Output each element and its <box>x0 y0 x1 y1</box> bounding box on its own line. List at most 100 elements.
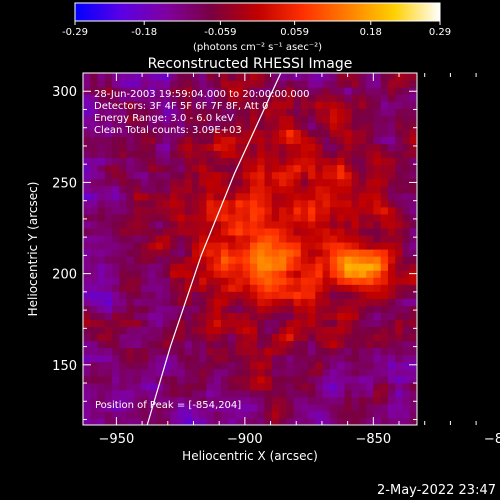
heatmap-cell <box>329 270 338 278</box>
heatmap-cell <box>90 206 99 215</box>
heatmap-cell <box>402 213 411 222</box>
heatmap-cell <box>387 206 396 215</box>
heatmap-cell <box>206 375 215 384</box>
heatmap-cell <box>271 263 280 271</box>
heatmap-cell <box>395 347 404 356</box>
heatmap-cell <box>112 403 120 412</box>
heatmap-cell <box>126 340 135 349</box>
heatmap-cell <box>257 143 266 152</box>
heatmap-cell <box>191 213 200 222</box>
heatmap-cell <box>257 192 266 201</box>
heatmap-cell <box>293 382 302 391</box>
heatmap-cell <box>199 206 208 215</box>
heatmap-cell <box>133 326 142 335</box>
heatmap-cell <box>104 333 113 342</box>
heatmap-cell <box>395 403 404 412</box>
heatmap-cell <box>206 164 215 173</box>
heatmap-cell <box>213 410 222 419</box>
heatmap-cell <box>148 368 157 377</box>
heatmap-cell <box>155 403 164 412</box>
heatmap-cell <box>148 80 157 88</box>
heatmap-cell <box>293 199 302 208</box>
heatmap-cell <box>177 305 186 313</box>
heatmap-cell <box>250 319 258 328</box>
heatmap-cell <box>395 220 404 229</box>
heatmap-cell <box>250 241 258 250</box>
heatmap-cell <box>170 298 178 306</box>
heatmap-cell <box>213 326 222 335</box>
heatmap-cell <box>315 87 324 95</box>
heatmap-cell <box>329 312 338 320</box>
heatmap-cell <box>119 122 128 130</box>
heatmap-cell <box>264 94 273 102</box>
heatmap-cell <box>380 410 389 419</box>
heatmap-cell <box>337 73 345 81</box>
heatmap-cell <box>293 389 302 398</box>
heatmap-cell <box>206 94 215 102</box>
heatmap-cell <box>279 277 287 285</box>
heatmap-cell <box>279 326 287 335</box>
heatmap-cell <box>184 150 193 159</box>
heatmap-cell <box>358 87 367 95</box>
heatmap-cell <box>141 368 149 377</box>
heatmap-cell <box>322 199 331 208</box>
heatmap-cell <box>184 270 193 278</box>
heatmap-cell <box>141 361 149 370</box>
heatmap-cell <box>315 143 324 152</box>
heatmap-cell <box>112 192 120 201</box>
heatmap-cell <box>184 108 193 116</box>
heatmap-cell <box>220 354 229 363</box>
heatmap-cell <box>112 227 120 236</box>
heatmap-cell <box>279 249 287 257</box>
heatmap-cell <box>402 150 411 159</box>
heatmap-cell <box>322 241 331 250</box>
heatmap-cell <box>133 368 142 377</box>
heatmap-cell <box>315 389 324 398</box>
heatmap-cell <box>213 80 222 88</box>
heatmap-cell <box>250 220 258 229</box>
heatmap-cell <box>104 340 113 349</box>
heatmap-cell <box>242 178 251 187</box>
heatmap-cell <box>395 263 404 271</box>
heatmap-cell <box>133 227 142 236</box>
heatmap-cell <box>228 101 237 109</box>
heatmap-cell <box>126 178 135 187</box>
heatmap-cell <box>395 298 404 306</box>
heatmap-cell <box>148 143 157 152</box>
heatmap-cell <box>315 220 324 229</box>
heatmap-cell <box>90 410 99 419</box>
heatmap-cell <box>395 284 404 292</box>
heatmap-cell <box>162 382 171 391</box>
heatmap-cell <box>257 87 266 95</box>
heatmap-cell <box>170 171 178 180</box>
heatmap-cell <box>293 143 302 152</box>
heatmap-cell <box>220 199 229 208</box>
heatmap-cell <box>90 361 99 370</box>
heatmap-cell <box>300 171 309 180</box>
heatmap-cell <box>315 136 324 144</box>
heatmap-cell <box>395 129 404 137</box>
heatmap-cell <box>322 354 331 363</box>
heatmap-cell <box>380 136 389 144</box>
heatmap-cell <box>300 396 309 405</box>
heatmap-cell <box>308 326 316 335</box>
heatmap-cell <box>344 312 353 320</box>
heatmap-cell <box>235 87 244 95</box>
heatmap-cell <box>409 129 417 137</box>
heatmap-cell <box>228 220 237 229</box>
heatmap-cell <box>228 375 237 384</box>
heatmap-cell <box>90 150 99 159</box>
heatmap-cell <box>191 143 200 152</box>
heatmap-cell <box>373 305 382 313</box>
heatmap-cell <box>220 108 229 116</box>
heatmap-cell <box>206 319 215 328</box>
heatmap-cell <box>206 326 215 335</box>
heatmap-cell <box>337 115 345 123</box>
heatmap-cell <box>213 354 222 363</box>
heatmap-cell <box>213 206 222 215</box>
heatmap-cell <box>373 347 382 356</box>
heatmap-cell <box>162 305 171 313</box>
heatmap-cell <box>366 199 375 208</box>
heatmap-cell <box>257 354 266 363</box>
heatmap-cell <box>257 375 266 384</box>
